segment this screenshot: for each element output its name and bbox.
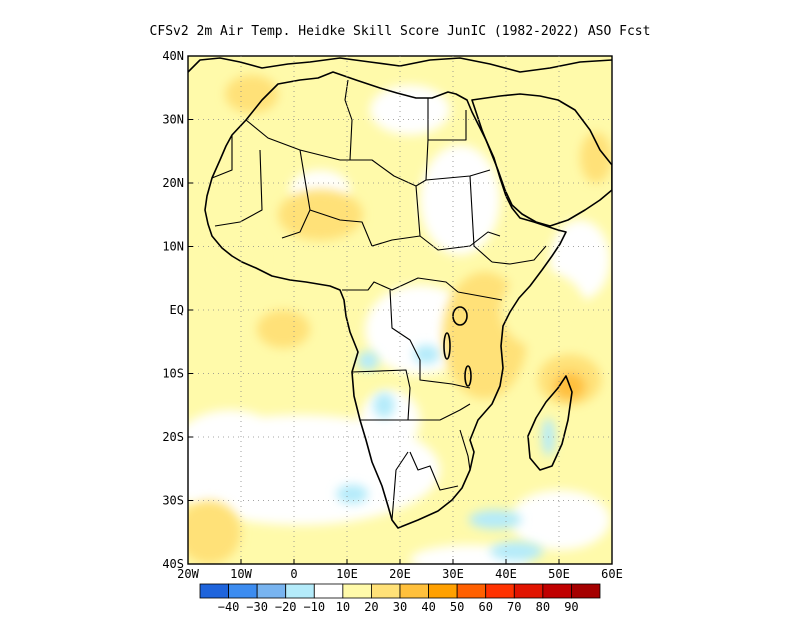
lon-tick-label: 60E bbox=[601, 567, 623, 581]
skill-patch bbox=[188, 500, 241, 564]
colorbar-swatch bbox=[228, 583, 258, 599]
lat-tick-label: 10N bbox=[162, 240, 184, 254]
colorbar-swatch bbox=[285, 583, 315, 599]
lat-tick-label: 30S bbox=[162, 494, 184, 508]
lat-tick-label: 30N bbox=[162, 113, 184, 127]
colorbar-label: 50 bbox=[450, 600, 464, 614]
map-title: CFSv2 2m Air Temp. Heidke Skill Score Ju… bbox=[150, 24, 651, 39]
skill-patch bbox=[336, 484, 369, 504]
skill-patch bbox=[357, 351, 379, 371]
europe-coastline bbox=[188, 57, 612, 73]
lon-tick-label: 20E bbox=[389, 567, 411, 581]
skill-patch bbox=[256, 310, 310, 349]
lake-tanganyika bbox=[443, 332, 451, 360]
colorbar-label: 10 bbox=[336, 600, 350, 614]
colorbar-label: −10 bbox=[303, 600, 325, 614]
skill-patch bbox=[225, 75, 279, 114]
lon-tick-label: 30E bbox=[442, 567, 464, 581]
colorbar-swatch bbox=[342, 583, 372, 599]
skill-patch bbox=[490, 541, 544, 561]
colorbar: −40 −30 −20 −10 10 20 30 40 50 60 70 80 90 bbox=[199, 583, 601, 614]
colorbar-swatch bbox=[199, 583, 229, 599]
colorbar-swatch bbox=[513, 583, 544, 599]
lat-tick-label: EQ bbox=[170, 303, 184, 317]
madagascar-coastline bbox=[527, 375, 573, 471]
lat-tick-label: 20N bbox=[162, 176, 184, 190]
colorbar-label: −20 bbox=[275, 600, 297, 614]
lat-tick-label: 40S bbox=[162, 557, 184, 571]
colorbar-swatch bbox=[571, 583, 601, 599]
lon-tick-label: 0 bbox=[290, 567, 297, 581]
lon-tick-label: 10E bbox=[336, 567, 358, 581]
lon-tick-label: 10W bbox=[230, 567, 252, 581]
skill-patch bbox=[278, 189, 363, 241]
lake-malawi bbox=[464, 365, 472, 387]
lon-tick-label: 20W bbox=[177, 567, 199, 581]
colorbar-swatch bbox=[542, 583, 572, 599]
colorbar-swatch bbox=[485, 583, 515, 599]
skill-patches bbox=[188, 75, 612, 564]
skill-patch bbox=[468, 510, 522, 530]
skill-patch bbox=[373, 392, 395, 418]
colorbar-label: 40 bbox=[421, 600, 435, 614]
country-borders bbox=[211, 79, 547, 521]
colorbar-swatch bbox=[428, 583, 458, 599]
skill-patch bbox=[198, 233, 263, 285]
latitude-tick-labels: 40N 30N 20N 10N EQ 10S 20S 30S 40S bbox=[162, 49, 184, 571]
lat-tick-label: 10S bbox=[162, 367, 184, 381]
colorbar-label: 70 bbox=[507, 600, 521, 614]
colorbar-swatch bbox=[399, 583, 429, 599]
colorbar-swatch bbox=[313, 583, 344, 599]
colorbar-swatch bbox=[256, 583, 287, 599]
colorbar-label: 20 bbox=[364, 600, 378, 614]
skill-patch bbox=[580, 132, 612, 184]
colorbar-label: 60 bbox=[478, 600, 492, 614]
longitude-tick-labels: 20W 10W 0 10E 20E 30E 40E 50E 60E bbox=[177, 567, 623, 581]
lat-tick-label: 20S bbox=[162, 430, 184, 444]
colorbar-swatch bbox=[456, 583, 487, 599]
colorbar-label: 90 bbox=[564, 600, 578, 614]
lon-tick-label: 40E bbox=[495, 567, 517, 581]
lat-tick-label: 40N bbox=[162, 49, 184, 63]
colorbar-label: −40 bbox=[218, 600, 240, 614]
graticule bbox=[187, 55, 613, 565]
colorbar-label: 80 bbox=[536, 600, 550, 614]
africa-coastline bbox=[204, 71, 567, 529]
colorbar-swatch bbox=[371, 583, 401, 599]
arabia-coastline bbox=[471, 93, 612, 227]
colorbar-label: −30 bbox=[246, 600, 268, 614]
lon-tick-label: 50E bbox=[548, 567, 570, 581]
map-plot-area bbox=[188, 56, 612, 564]
colorbar-label: 30 bbox=[393, 600, 407, 614]
